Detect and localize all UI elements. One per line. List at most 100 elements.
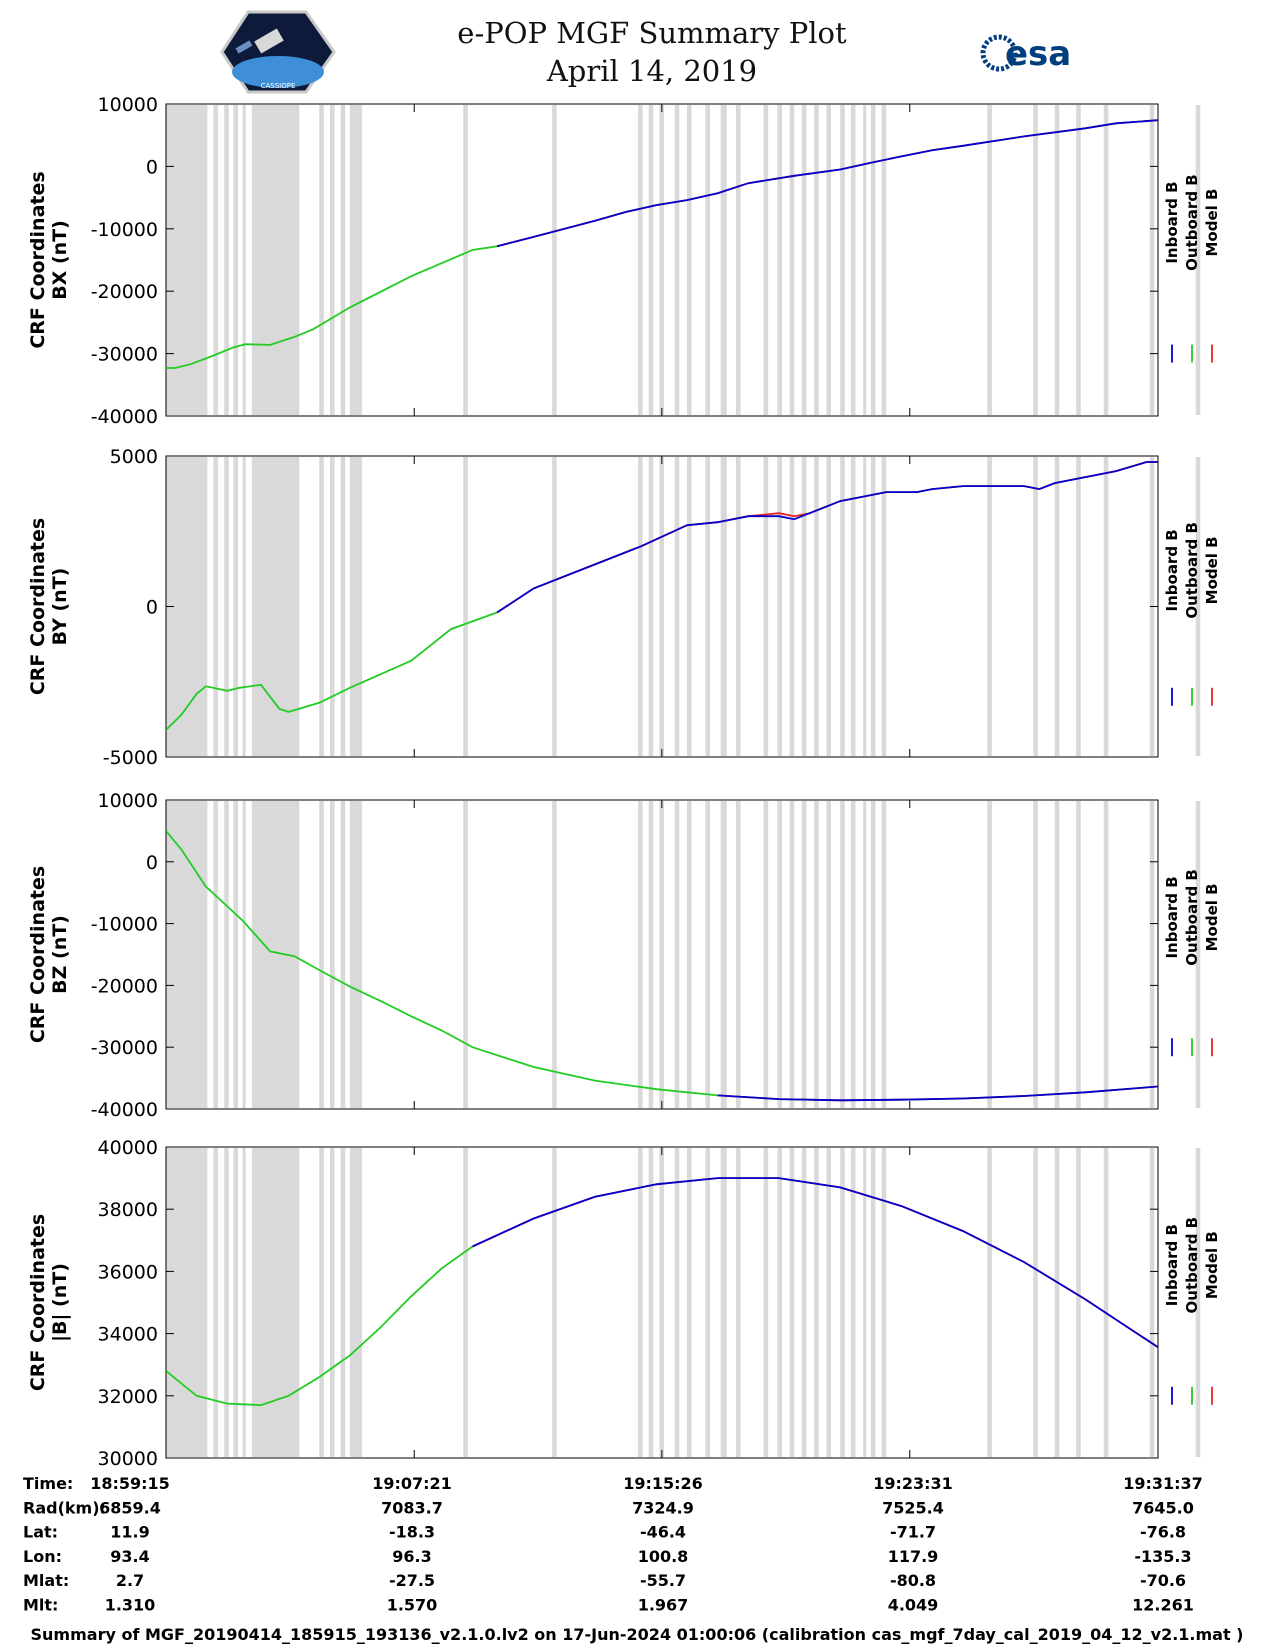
data-gap-band bbox=[777, 1148, 782, 1457]
data-gap-band bbox=[705, 457, 710, 756]
legend-label-model: Model B bbox=[1203, 189, 1221, 257]
y-tick-label: 10000 bbox=[98, 94, 158, 116]
data-gap-band bbox=[233, 1148, 239, 1457]
y-tick-label: 0 bbox=[146, 852, 158, 874]
data-gap-band bbox=[777, 801, 782, 1108]
info-cell: -55.7 bbox=[640, 1571, 686, 1590]
data-gap-band bbox=[463, 801, 468, 1108]
data-gap-band bbox=[340, 1148, 346, 1457]
data-gap-band bbox=[705, 1148, 710, 1457]
data-gap-band bbox=[659, 1148, 664, 1457]
info-cell: 19:31:37 bbox=[1123, 1474, 1203, 1493]
info-row: Lon: 93.4 96.3 100.8 117.9 -135.3 bbox=[23, 1547, 1192, 1566]
info-cell: -76.8 bbox=[1140, 1523, 1186, 1542]
data-gap-band bbox=[881, 105, 887, 415]
info-cell: 19:15:26 bbox=[623, 1474, 703, 1493]
data-gap-band bbox=[1103, 457, 1109, 756]
data-gap-band bbox=[840, 1148, 845, 1457]
data-gap-band bbox=[648, 1148, 654, 1457]
data-gap-band bbox=[801, 105, 807, 415]
data-gap-band bbox=[674, 801, 680, 1108]
data-gap-band bbox=[736, 801, 741, 1108]
legend-label-model: Model B bbox=[1203, 1231, 1221, 1299]
data-gap-band bbox=[349, 801, 363, 1108]
legend: Inboard B Outboard B Model B bbox=[1163, 1217, 1221, 1405]
legend-label-outboard: Outboard B bbox=[1183, 869, 1201, 966]
data-gap-band bbox=[329, 1148, 335, 1457]
panels: -40000 -30000 -20000 -10000 0 10000 CRF Coordi… bbox=[27, 94, 1221, 1470]
info-cell: 1.967 bbox=[638, 1596, 689, 1615]
data-gap-band bbox=[659, 801, 664, 1108]
data-gap-band bbox=[251, 457, 300, 756]
data-gap-band bbox=[801, 457, 807, 756]
data-gap-band bbox=[648, 105, 654, 415]
data-gap-band bbox=[1195, 1148, 1201, 1457]
info-cell: 18:59:15 bbox=[90, 1474, 170, 1493]
info-cell: 19:23:31 bbox=[873, 1474, 953, 1493]
data-gap-band bbox=[224, 1148, 229, 1457]
data-gap-bands bbox=[166, 105, 1201, 415]
data-gap-band bbox=[224, 801, 229, 1108]
y-tick-label: 0 bbox=[146, 156, 158, 178]
info-cell: 11.9 bbox=[110, 1523, 149, 1542]
info-cell: 117.9 bbox=[888, 1547, 939, 1566]
info-cell: 7525.4 bbox=[882, 1498, 944, 1517]
data-gap-band bbox=[242, 457, 246, 756]
y-tick-label: 30000 bbox=[98, 1448, 158, 1470]
data-gap-band bbox=[1195, 457, 1201, 756]
data-gap-band bbox=[1195, 801, 1201, 1108]
legend-label-outboard: Outboard B bbox=[1183, 522, 1201, 619]
y-tick-label: 36000 bbox=[98, 1261, 158, 1283]
data-gap-band bbox=[340, 105, 346, 415]
data-gap-band bbox=[349, 457, 363, 756]
data-gap-band bbox=[826, 801, 832, 1108]
info-row-label: Time: bbox=[23, 1474, 73, 1493]
data-gap-band bbox=[1103, 105, 1109, 415]
data-gap-band bbox=[686, 801, 692, 1108]
series-line-model-b bbox=[717, 1085, 1158, 1102]
data-gap-band bbox=[1076, 457, 1081, 756]
legend-label-inboard: Inboard B bbox=[1163, 876, 1181, 958]
data-gap-band bbox=[720, 105, 727, 415]
data-gap-band bbox=[686, 1148, 692, 1457]
data-gap-band bbox=[552, 1148, 557, 1457]
data-gap-band bbox=[987, 105, 992, 415]
data-gap-band bbox=[1149, 1148, 1155, 1457]
data-gap-band bbox=[251, 105, 300, 415]
data-gap-band bbox=[777, 457, 782, 756]
legend-label-inboard: Inboard B bbox=[1163, 1224, 1181, 1306]
data-gap-band bbox=[736, 105, 741, 415]
data-gap-band bbox=[329, 457, 335, 756]
legend-label-model: Model B bbox=[1203, 536, 1221, 604]
series-line-inboard-b bbox=[717, 1085, 1158, 1102]
data-gap-band bbox=[1033, 801, 1038, 1108]
data-gap-band bbox=[251, 801, 300, 1108]
data-gap-band bbox=[1149, 105, 1155, 415]
y-tick-label: 0 bbox=[146, 597, 158, 619]
data-gap-band bbox=[340, 457, 346, 756]
data-gap-band bbox=[233, 457, 239, 756]
info-cell: 93.4 bbox=[110, 1547, 149, 1566]
info-row-label: Mlat: bbox=[23, 1571, 69, 1590]
y-axis-label-line2: BX (nT) bbox=[49, 220, 71, 300]
data-gap-band bbox=[659, 105, 664, 415]
data-gap-band bbox=[720, 801, 727, 1108]
series-line-outboard-b bbox=[166, 611, 498, 731]
data-gap-band bbox=[870, 801, 876, 1108]
info-cell: 1.570 bbox=[387, 1596, 438, 1615]
series-line-inboard-b bbox=[496, 119, 1158, 248]
data-gap-band bbox=[319, 1148, 324, 1457]
data-gap-band bbox=[674, 457, 680, 756]
data-gap-band bbox=[648, 801, 654, 1108]
data-gap-band bbox=[166, 801, 208, 1108]
data-gap-band bbox=[463, 1148, 468, 1457]
y-axis-label-line1: CRF Coordinates bbox=[27, 518, 49, 695]
legend-label-model: Model B bbox=[1203, 883, 1221, 951]
data-gap-band bbox=[251, 1148, 300, 1457]
data-gap-band bbox=[881, 457, 887, 756]
legend-label-outboard: Outboard B bbox=[1183, 174, 1201, 271]
data-gap-band bbox=[319, 105, 324, 415]
y-tick-label: 5000 bbox=[110, 446, 158, 468]
data-gap-band bbox=[814, 801, 819, 1108]
data-gap-band bbox=[349, 105, 363, 415]
